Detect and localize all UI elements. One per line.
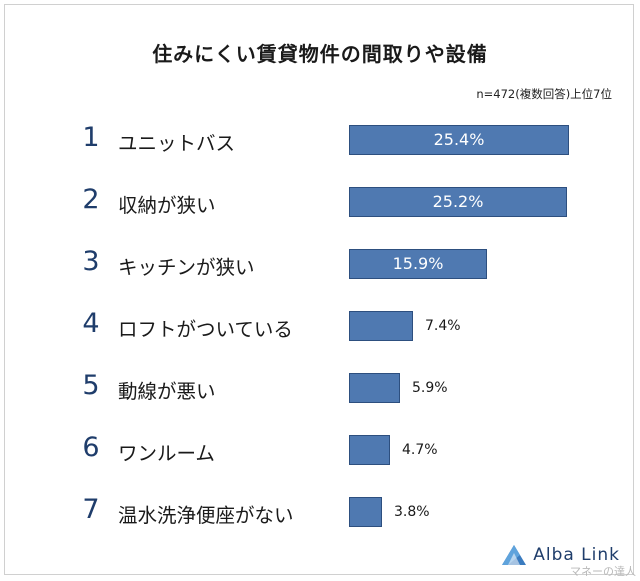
watermark: マネーの達人: [570, 565, 636, 578]
rank-number: 6: [82, 432, 100, 463]
category-label: 温水洗浄便座がない: [118, 504, 294, 527]
value-label: 4.7%: [402, 442, 438, 458]
rank-number: 7: [82, 494, 100, 525]
sample-note: n=472(複数回答)上位7位: [476, 87, 612, 101]
category-label: キッチンが狭い: [118, 256, 255, 279]
rank-number: 2: [82, 184, 100, 215]
category-label: 動線が悪い: [118, 380, 216, 403]
category-label: ワンルーム: [118, 442, 215, 465]
bar: [349, 373, 400, 403]
rank-number: 5: [82, 370, 100, 401]
bar: [349, 497, 382, 527]
chart-frame: [4, 4, 634, 575]
logo-text: Alba Link: [533, 545, 620, 565]
bar: [349, 435, 390, 465]
bar: [349, 311, 413, 341]
value-label: 25.4%: [433, 130, 485, 149]
value-label: 15.9%: [392, 254, 444, 273]
bar: [349, 125, 569, 155]
category-label: 収納が狭い: [118, 194, 216, 217]
bar: [349, 249, 487, 279]
category-label: ユニットバス: [118, 132, 236, 155]
rank-number: 4: [82, 308, 100, 339]
value-label: 5.9%: [412, 380, 448, 396]
brand-logo: Alba Link: [501, 544, 620, 566]
value-label: 7.4%: [425, 318, 461, 334]
rank-number: 3: [82, 246, 100, 277]
category-label: ロフトがついている: [118, 318, 293, 341]
value-label: 25.2%: [432, 192, 484, 211]
chart-title: 住みにくい賃貸物件の間取りや設備: [152, 42, 488, 66]
triangle-logo-icon: [502, 545, 527, 565]
bar: [349, 187, 567, 217]
rank-number: 1: [82, 122, 100, 153]
value-label: 3.8%: [394, 504, 430, 520]
